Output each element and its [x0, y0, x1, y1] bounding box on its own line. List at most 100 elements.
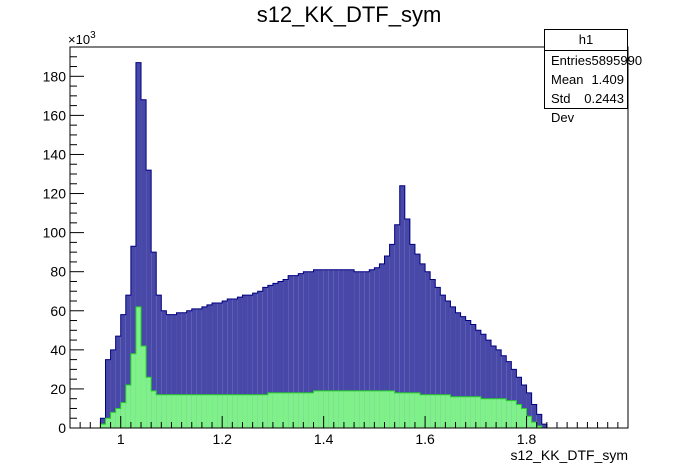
- outer-bin: [293, 275, 299, 428]
- outer-bin: [374, 267, 380, 428]
- inner-bin: [338, 390, 344, 428]
- outer-bin: [125, 295, 131, 428]
- inner-bin: [227, 394, 233, 428]
- outer-bin: [394, 224, 400, 428]
- inner-bin: [313, 390, 319, 428]
- inner-bin: [389, 390, 395, 428]
- inner-bin: [440, 394, 446, 428]
- inner-bin: [404, 392, 410, 428]
- inner-bin: [176, 394, 182, 428]
- y-exponent-power: 3: [90, 30, 96, 41]
- outer-bin: [384, 256, 390, 428]
- outer-bin: [359, 271, 365, 428]
- outer-bin: [277, 281, 284, 428]
- inner-bin: [364, 390, 370, 428]
- stats-label: Mean: [551, 72, 584, 87]
- y-tick-label: 140: [43, 146, 67, 162]
- inner-histogram: [99, 306, 547, 429]
- outer-bin: [206, 304, 213, 428]
- outer-bin: [166, 314, 172, 428]
- outer-bin: [455, 312, 461, 428]
- inner-bin: [308, 392, 314, 428]
- outer-bin: [272, 283, 278, 428]
- outer-bin: [176, 312, 182, 428]
- inner-bin: [496, 398, 502, 428]
- outer-bin: [541, 424, 547, 428]
- inner-bin: [217, 394, 223, 428]
- y-axis: 0 20 40 60 80 100 120 140 160 180: [43, 46, 84, 436]
- outer-bin: [252, 293, 258, 428]
- inner-bin: [328, 390, 334, 428]
- inner-bin: [531, 422, 537, 428]
- inner-bin: [252, 394, 258, 428]
- outer-bin: [222, 301, 228, 428]
- inner-bin: [399, 392, 405, 428]
- inner-bin: [298, 392, 304, 428]
- outer-bin: [135, 62, 142, 428]
- inner-bin: [445, 394, 451, 428]
- outer-bin: [369, 269, 375, 428]
- inner-bin: [166, 394, 172, 428]
- inner-bin: [359, 390, 365, 428]
- inner-bin: [293, 392, 299, 428]
- inner-bin: [511, 400, 517, 428]
- outer-bin: [130, 246, 136, 428]
- x-tick-label: 1: [117, 431, 125, 447]
- outer-bin: [100, 418, 106, 428]
- outer-bin: [333, 269, 339, 428]
- inner-bin: [349, 390, 355, 428]
- outer-bin: [313, 269, 319, 428]
- outer-bin: [217, 302, 223, 428]
- inner-bin: [414, 392, 421, 428]
- outer-bin: [288, 275, 294, 428]
- outer-bin: [399, 185, 405, 428]
- y-exponent-label: ×103: [68, 30, 96, 47]
- outer-bin: [470, 324, 476, 428]
- outer-bin: [414, 254, 421, 428]
- stats-label: Entries: [551, 53, 592, 68]
- inner-bin: [318, 390, 324, 428]
- outer-bin: [506, 361, 512, 428]
- outer-bin: [389, 244, 395, 428]
- inner-bin: [450, 396, 456, 428]
- x-tick-label: 1.6: [415, 431, 435, 447]
- outer-bin: [480, 334, 486, 428]
- inner-bin: [354, 390, 360, 428]
- y-tick-label: 120: [43, 186, 67, 202]
- inner-bin: [480, 398, 486, 428]
- outer-bin: [181, 312, 187, 428]
- y-tick-label: 160: [43, 107, 67, 123]
- outer-bin: [349, 269, 355, 428]
- outer-bin: [323, 269, 329, 428]
- outer-bin: [521, 385, 527, 428]
- inner-bin: [516, 404, 522, 428]
- inner-bin: [277, 392, 284, 428]
- inner-bin-outline: [99, 306, 547, 429]
- inner-bin: [460, 396, 466, 428]
- outer-bin: [303, 271, 309, 428]
- inner-bin: [212, 394, 218, 428]
- outer-bin: [242, 295, 248, 428]
- inner-bin: [267, 392, 273, 428]
- outer-bin: [475, 330, 481, 428]
- outer-bin: [283, 279, 289, 428]
- inner-bin: [196, 394, 202, 428]
- outer-bin: [156, 295, 162, 428]
- outer-bin-outline: [99, 62, 548, 428]
- outer-bin: [151, 252, 157, 428]
- inner-bin: [191, 394, 197, 428]
- outer-bin: [328, 269, 334, 428]
- outer-bin: [501, 355, 507, 428]
- inner-bin: [186, 394, 192, 428]
- inner-bin: [105, 418, 111, 428]
- inner-bin: [161, 394, 167, 428]
- stats-row-stddev: Std Dev 0.2443: [545, 89, 627, 125]
- outer-bin: [536, 414, 542, 428]
- outer-bin: [186, 310, 192, 428]
- x-axis: 1 1.2 1.4 1.6 1.8: [69, 416, 629, 447]
- inner-bin: [141, 345, 147, 428]
- outer-bin: [120, 314, 126, 428]
- inner-bin: [536, 426, 542, 428]
- outer-bin: [485, 340, 492, 428]
